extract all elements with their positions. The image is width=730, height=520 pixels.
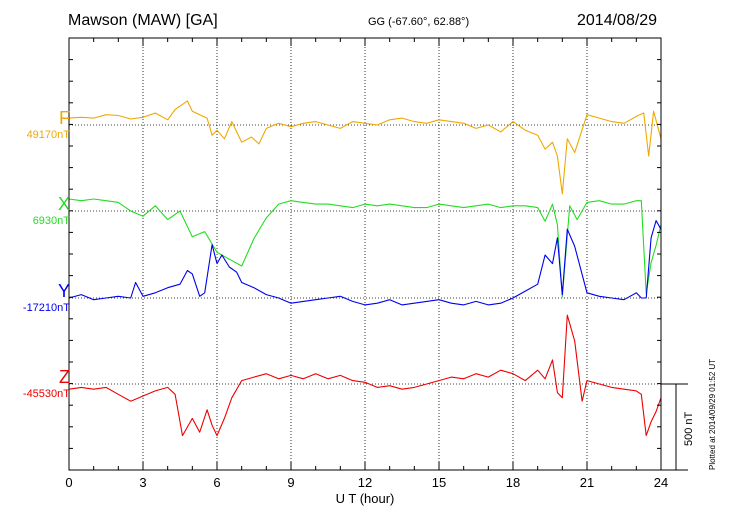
- series-f-name: F: [59, 108, 70, 128]
- series-f-label: F 49170nT: [0, 108, 70, 141]
- series-z-name: Z: [59, 367, 70, 387]
- series-x-label: X 6930nT: [0, 194, 70, 227]
- x-tick-label: 15: [432, 475, 446, 490]
- series-x-name: X: [57, 194, 70, 214]
- series-y-label: Y -17210nT: [0, 281, 70, 314]
- series-z-baseline: -45530nT: [22, 388, 70, 400]
- series-y-baseline: -17210nT: [22, 302, 70, 314]
- coordinates-label: GG (-67.60°, 62.88°): [368, 16, 470, 28]
- series-y-name: Y: [57, 281, 70, 301]
- series-line-y: [68, 220, 662, 306]
- plotted-note: Plotted at 2014/09/29 01:52 UT: [708, 358, 717, 470]
- series-line-f: [68, 100, 662, 195]
- series-f-baseline: 49170nT: [26, 129, 70, 141]
- x-tick-label: 9: [287, 475, 294, 490]
- x-tick-label: 18: [506, 475, 520, 490]
- scale-bar-label: 500 nT: [683, 411, 695, 446]
- x-tick-label: 0: [65, 475, 72, 490]
- x-axis-label: U T (hour): [336, 491, 395, 506]
- x-tick-label: 24: [654, 475, 668, 490]
- series-line-z: [68, 314, 662, 437]
- x-tick-label: 12: [358, 475, 372, 490]
- station-title: Mawson (MAW) [GA]: [68, 12, 218, 29]
- date-label: 2014/08/29: [577, 12, 658, 29]
- series-x-baseline: 6930nT: [32, 215, 70, 227]
- x-tick-label: 6: [213, 475, 220, 490]
- x-tick-label: 21: [580, 475, 594, 490]
- x-tick-label: 3: [139, 475, 146, 490]
- series-z-label: Z -45530nT: [0, 367, 70, 400]
- series-line-x: [68, 198, 662, 298]
